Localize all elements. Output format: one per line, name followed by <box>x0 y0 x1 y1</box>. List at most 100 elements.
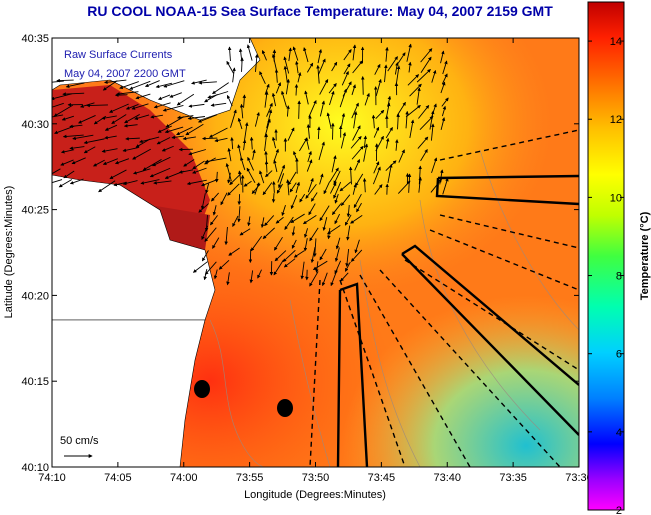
current-vector <box>289 182 297 193</box>
current-vector <box>300 261 305 280</box>
current-vector <box>334 260 342 275</box>
current-vector <box>442 60 448 75</box>
y-tick-label: 40:10 <box>21 462 49 474</box>
current-vector <box>354 158 360 171</box>
current-vector <box>215 171 219 183</box>
y-axis-ticks: 40:35 40:30 40:25 40:20 40:15 40:10 <box>21 33 579 474</box>
current-vector <box>242 94 247 108</box>
current-vector <box>308 100 317 118</box>
current-vector <box>284 216 294 230</box>
current-vector <box>340 272 349 282</box>
current-vector <box>430 123 435 141</box>
current-vector <box>208 127 228 138</box>
current-vector <box>430 178 442 193</box>
current-vector <box>109 169 127 180</box>
x-tick-label: 73:35 <box>499 472 527 484</box>
current-vector <box>333 181 342 199</box>
current-vector <box>352 60 363 74</box>
current-vector <box>212 205 217 216</box>
current-vector <box>218 259 230 270</box>
current-vector <box>420 48 433 63</box>
current-vector <box>343 63 351 75</box>
current-vector <box>252 149 256 160</box>
current-vector <box>397 180 411 194</box>
current-vector <box>104 124 118 131</box>
current-vector <box>237 117 243 130</box>
current-vector <box>319 173 324 185</box>
current-vector <box>395 139 399 151</box>
current-vector <box>162 105 184 112</box>
current-vector <box>293 250 305 258</box>
current-vector <box>278 173 285 189</box>
current-vector <box>372 166 381 185</box>
current-vector <box>285 78 290 95</box>
current-vector <box>333 170 341 185</box>
current-vector <box>375 78 382 97</box>
y-tick-label: 40:15 <box>21 376 49 388</box>
current-vector <box>331 61 338 72</box>
current-vector <box>395 65 401 85</box>
current-vector <box>302 214 317 225</box>
current-vector <box>420 56 432 73</box>
current-vector <box>243 180 252 187</box>
current-vector <box>373 161 380 174</box>
current-vector <box>230 109 237 128</box>
current-vector <box>297 100 301 119</box>
current-vector <box>274 69 279 83</box>
current-vector <box>275 82 282 94</box>
current-vector <box>394 62 399 75</box>
current-vector <box>242 139 247 151</box>
current-vector <box>171 135 184 140</box>
current-vector <box>250 235 263 252</box>
current-vector <box>306 62 314 73</box>
station-marker-1 <box>194 380 210 398</box>
current-vector <box>316 64 320 84</box>
current-vector <box>188 149 206 156</box>
current-vector <box>351 102 359 119</box>
current-vector <box>207 91 229 99</box>
current-vector <box>354 239 360 254</box>
current-vector <box>211 192 219 202</box>
current-vector <box>353 111 358 129</box>
current-vector <box>264 160 269 173</box>
current-vector <box>319 248 327 261</box>
current-vector <box>351 145 364 160</box>
current-vector <box>69 124 83 129</box>
current-vector <box>335 237 341 250</box>
current-vector <box>385 126 393 139</box>
current-vector <box>237 170 242 186</box>
current-vector <box>56 78 74 83</box>
surface-current-vectors <box>52 43 449 287</box>
current-vector <box>353 193 362 209</box>
current-vector <box>232 67 236 83</box>
current-vector <box>416 68 431 83</box>
nearshore-warm-patch <box>52 85 210 240</box>
current-vector <box>212 237 220 249</box>
station-marker-2 <box>277 399 293 417</box>
current-vector <box>183 159 195 167</box>
current-vector <box>240 57 244 72</box>
current-vector <box>202 136 218 141</box>
current-vector <box>281 204 286 217</box>
current-vector <box>405 105 421 118</box>
current-vector <box>319 100 326 117</box>
current-vector <box>259 71 266 84</box>
current-vector <box>185 123 204 136</box>
current-vector <box>429 110 435 130</box>
current-vector <box>101 148 118 153</box>
current-vector <box>65 82 85 88</box>
current-vector <box>247 156 255 171</box>
y-tick-label: 40:25 <box>21 205 49 217</box>
y-tick-label: 40:30 <box>21 119 49 131</box>
current-vector <box>135 93 151 100</box>
colorbar-label: Temperature (°C) <box>639 211 651 300</box>
current-vector <box>232 215 239 227</box>
current-vector <box>303 47 309 63</box>
current-vector <box>53 104 74 117</box>
current-vector <box>306 124 311 139</box>
current-vector <box>405 110 409 129</box>
current-vector <box>161 145 174 152</box>
current-vector <box>188 103 205 108</box>
current-vector <box>124 114 140 124</box>
current-vector <box>373 126 380 138</box>
